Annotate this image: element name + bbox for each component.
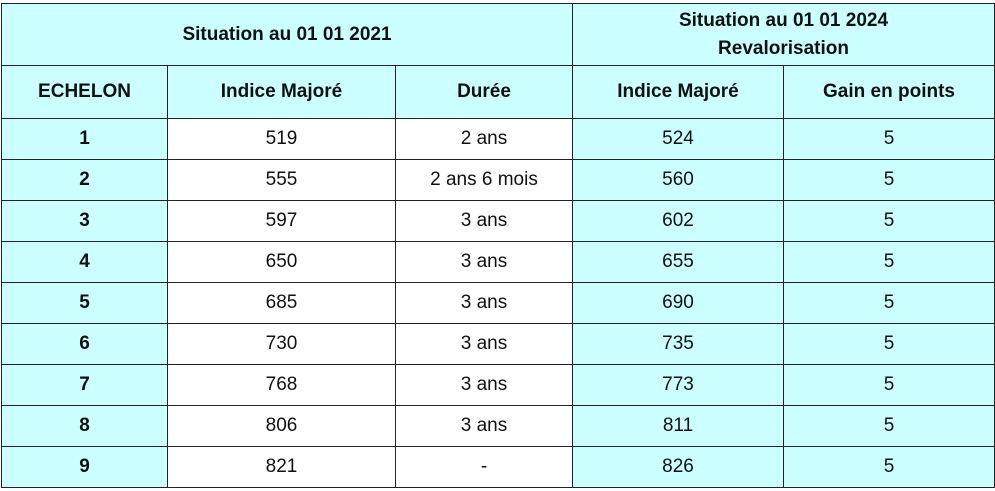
cell-echelon: 7 [1, 364, 168, 406]
cell-echelon: 5 [1, 282, 168, 324]
group-header-2024-title: Situation au 01 01 2024 [678, 9, 889, 31]
table-row: 6 730 3 ans 735 5 [1, 323, 995, 365]
column-header-indice-2024: Indice Majoré [572, 65, 784, 119]
cell-indice-2024: 655 [572, 241, 784, 283]
table-row: 7 768 3 ans 773 5 [1, 364, 995, 406]
cell-echelon: 6 [1, 323, 168, 365]
cell-indice-2024: 773 [572, 364, 784, 406]
cell-indice-2021: 597 [167, 200, 396, 242]
cell-echelon: 8 [1, 405, 168, 447]
cell-duree: 2 ans [395, 118, 573, 160]
cell-gain: 5 [783, 446, 995, 488]
cell-gain: 5 [783, 282, 995, 324]
cell-indice-2024: 560 [572, 159, 784, 201]
cell-duree: 2 ans 6 mois [395, 159, 573, 201]
column-header-indice-2021: Indice Majoré [167, 65, 396, 119]
cell-indice-2021: 821 [167, 446, 396, 488]
echelon-table: Situation au 01 01 2021 Situation au 01 … [1, 3, 995, 488]
cell-gain: 5 [783, 405, 995, 447]
table-row: 9 821-826 5 [1, 446, 995, 488]
cell-duree: 3 ans [395, 200, 573, 242]
table-row: 1 519 2 ans 524 5 [1, 118, 995, 160]
group-header-2021: Situation au 01 01 2021 [1, 3, 573, 66]
cell-gain: 5 [783, 323, 995, 365]
group-header-2024: Situation au 01 01 2024 Revalorisation [572, 3, 995, 66]
table-row: 3 597 3 ans 602 5 [1, 200, 995, 242]
cell-indice-2021: 730 [167, 323, 396, 365]
cell-duree: 3 ans [395, 323, 573, 365]
cell-indice-2024: 735 [572, 323, 784, 365]
table-row: 2 555 2 ans 6 mois 560 5 [1, 159, 995, 201]
cell-duree: 3 ans [395, 241, 573, 283]
cell-indice-2024: 602 [572, 200, 784, 242]
cell-indice-2024: 811 [572, 405, 784, 447]
cell-indice-2021: 768 [167, 364, 396, 406]
cell-indice-2024: 524 [572, 118, 784, 160]
cell-gain: 5 [783, 118, 995, 160]
column-header-echelon: ECHELON [1, 65, 168, 119]
table-row: 8 806 3 ans 811 5 [1, 405, 995, 447]
cell-duree: 3 ans [395, 405, 573, 447]
cell-gain: 5 [783, 159, 995, 201]
column-header-gain: Gain en points [783, 65, 995, 119]
column-header-duree: Durée [395, 65, 573, 119]
cell-duree: - [395, 446, 573, 488]
cell-indice-2021: 555 [167, 159, 396, 201]
cell-indice-2021: 650 [167, 241, 396, 283]
cell-gain: 5 [783, 364, 995, 406]
cell-gain: 5 [783, 200, 995, 242]
table-row: 4 650 3 ans 655 5 [1, 241, 995, 283]
cell-indice-2021: 685 [167, 282, 396, 324]
cell-duree: 3 ans [395, 282, 573, 324]
cell-indice-2024: 690 [572, 282, 784, 324]
cell-echelon: 4 [1, 241, 168, 283]
cell-echelon: 1 [1, 118, 168, 160]
cell-duree: 3 ans [395, 364, 573, 406]
table-row: 5 685 3 ans 690 5 [1, 282, 995, 324]
cell-indice-2024: 826 [572, 446, 784, 488]
cell-indice-2021: 806 [167, 405, 396, 447]
cell-echelon: 2 [1, 159, 168, 201]
cell-indice-2021: 519 [167, 118, 396, 160]
cell-echelon: 3 [1, 200, 168, 242]
cell-echelon: 9 [1, 446, 168, 488]
cell-gain: 5 [783, 241, 995, 283]
group-header-2024-subtitle: Revalorisation [718, 37, 849, 59]
